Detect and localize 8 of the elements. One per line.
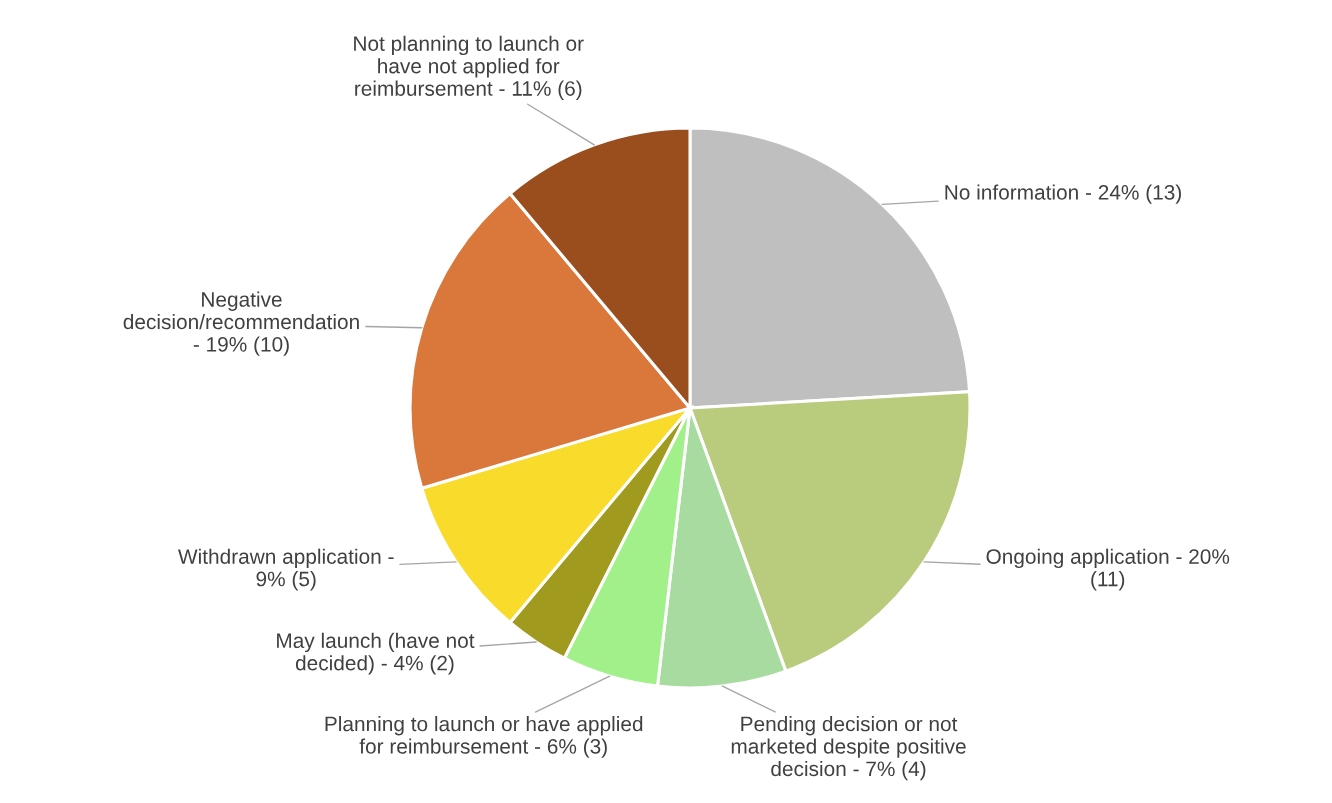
slice-label: Ongoing application - 20% (11): [986, 548, 1230, 591]
slice-label: Planning to launch or have applied for reimbursement - 6% (3): [325, 716, 643, 758]
slice-label: Not planning to launch or have not applied for reimbursement - 11% (6): [354, 35, 584, 100]
slice-label: May launch (have not decided) - 4% (2): [277, 632, 475, 675]
slice-label: Pending decision or not marketed despite positive decision - 7% (4): [731, 716, 966, 781]
slice-label: Withdrawn application - 9% (5): [178, 548, 394, 591]
slice-label: Negative decision/recommendation - 19% (10): [123, 291, 359, 356]
slice-label: No information - 24% (13): [945, 184, 1181, 204]
